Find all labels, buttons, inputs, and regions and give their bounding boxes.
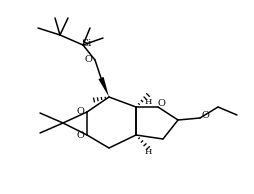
- Text: H: H: [144, 148, 152, 156]
- Text: O: O: [76, 131, 84, 139]
- Text: O: O: [157, 99, 165, 107]
- Polygon shape: [98, 77, 109, 97]
- Text: O: O: [201, 111, 209, 120]
- Text: O: O: [76, 107, 84, 115]
- Text: O: O: [84, 55, 92, 63]
- Text: Si: Si: [81, 38, 91, 48]
- Text: H: H: [144, 98, 152, 106]
